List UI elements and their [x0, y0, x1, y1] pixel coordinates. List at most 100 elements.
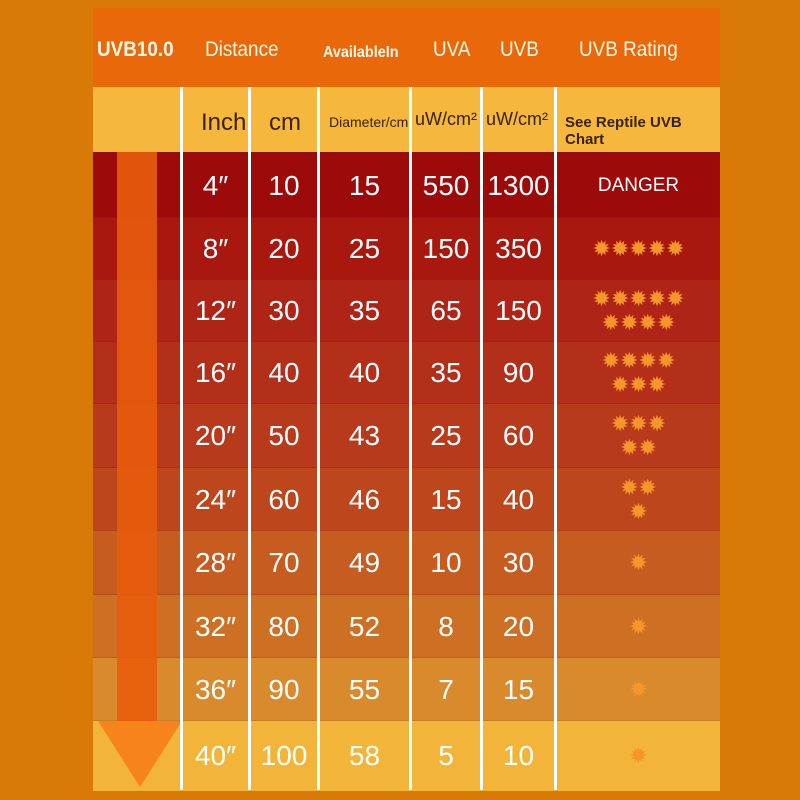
table-row: 36″ 90 55 7 15 ✹ — [93, 657, 720, 721]
divider — [317, 87, 320, 790]
available-header: AvailableIn — [323, 44, 399, 61]
uvb-cell: 10 — [502, 740, 535, 771]
diameter-cell: 43 — [348, 420, 381, 451]
diameter-cell: 49 — [348, 547, 381, 578]
cm-cell: 10 — [268, 169, 300, 201]
sun-star-icon: ✹ — [601, 348, 621, 373]
rating-cell: ✹ — [557, 658, 720, 721]
diameter-cell: 46 — [348, 483, 381, 515]
sun-star-icon: ✹ — [629, 743, 648, 768]
inch-cell: 4″ — [202, 169, 229, 201]
star-rating: ✹✹✹✹✹ — [611, 412, 666, 460]
sun-star-icon: ✹ — [647, 372, 667, 397]
rating-cell: ✹✹✹✹ ✹✹✹ — [557, 342, 720, 404]
uvb-cell: 90 — [502, 357, 535, 388]
sun-star-icon: ✹ — [592, 236, 611, 261]
sun-star-icon: ✹ — [629, 411, 648, 436]
sun-star-icon: ✹ — [629, 613, 648, 639]
sun-star-icon: ✹ — [629, 550, 648, 575]
rating-cell: ✹✹ ✹ — [557, 468, 720, 531]
brand-label: UVB10.0 — [97, 38, 174, 61]
star-rating: ✹✹✹✹ ✹✹✹ — [602, 349, 676, 397]
sun-star-icon: ✹ — [647, 236, 667, 261]
uvb-cell: 15 — [502, 673, 535, 705]
sun-star-icon: ✹ — [610, 372, 630, 397]
cm-cell: 40 — [268, 357, 300, 388]
sun-star-icon: ✹ — [610, 286, 630, 311]
sun-star-icon: ✹ — [629, 286, 648, 311]
star-rating: ✹ — [629, 744, 647, 768]
sun-star-icon: ✹ — [620, 474, 639, 500]
uvb-cell: 60 — [502, 420, 535, 451]
rating-cell: ✹✹✹✹✹ — [557, 218, 720, 280]
sun-star-icon: ✹ — [638, 474, 657, 500]
diameter-cell: 52 — [348, 610, 381, 642]
header-row: UVB10.0 Distance AvailableIn UVA UVB UVB… — [93, 8, 720, 87]
uva-cell: 550 — [422, 169, 470, 201]
inch-unit: Inch — [201, 109, 247, 136]
cm-cell: 80 — [268, 610, 300, 642]
sun-star-icon: ✹ — [629, 498, 648, 524]
sun-star-icon: ✹ — [666, 286, 685, 311]
cm-cell: 50 — [268, 420, 300, 451]
sun-star-icon: ✹ — [601, 310, 621, 335]
cm-cell: 60 — [268, 483, 300, 515]
inch-cell: 28″ — [194, 547, 237, 578]
table-row: 28″ 70 49 10 30 ✹ — [93, 530, 720, 595]
table-row: 40″ 100 58 5 10 ✹ — [93, 720, 720, 791]
sun-star-icon: ✹ — [620, 348, 639, 373]
sun-star-icon: ✹ — [620, 435, 639, 460]
sun-star-icon: ✹ — [656, 348, 676, 373]
uvb-cell: 30 — [502, 547, 535, 578]
star-rating: ✹ — [629, 677, 647, 702]
star-rating: ✹ — [629, 551, 647, 575]
table-row: 20″ 50 43 25 60 ✹✹✹ ✹✹ — [93, 403, 720, 468]
star-rating: ✹✹ ✹ — [620, 474, 657, 524]
uva-cell: 8 — [438, 610, 454, 642]
uvb-cell: 20 — [502, 610, 535, 642]
sun-star-icon: ✹ — [592, 286, 611, 311]
inch-cell: 12″ — [194, 295, 237, 326]
divider — [480, 87, 483, 790]
star-rating: ✹✹✹✹✹ ✹✹✹✹ — [592, 287, 684, 335]
sun-star-icon: ✹ — [638, 348, 657, 373]
table-row: 24″ 60 46 15 40 ✹✹ ✹ — [93, 467, 720, 531]
diameter-cell: 15 — [348, 169, 381, 201]
rating-cell: ✹ — [557, 595, 720, 658]
inch-cell: 40″ — [194, 740, 237, 771]
table-row: 8″ 20 25 150 350 ✹✹✹✹✹ — [93, 217, 720, 280]
uva-cell: 150 — [422, 233, 470, 264]
rating-cell: ✹ — [557, 721, 720, 791]
inch-cell: 20″ — [194, 420, 237, 451]
sun-star-icon: ✹ — [656, 310, 676, 335]
cm-cell: 20 — [268, 233, 300, 264]
rating-header: UVB Rating — [579, 38, 678, 61]
inch-cell: 16″ — [194, 357, 237, 388]
down-arrow-icon — [117, 152, 157, 722]
uva-cell: 5 — [438, 740, 454, 771]
uva-unit: uW/cm² — [415, 109, 477, 129]
divider — [554, 87, 557, 790]
diameter-cell: 25 — [348, 233, 381, 264]
sun-star-icon: ✹ — [638, 310, 657, 335]
uva-cell: 15 — [430, 483, 462, 515]
danger-label: DANGER — [597, 174, 680, 196]
sun-star-icon: ✹ — [610, 236, 630, 261]
sun-star-icon: ✹ — [629, 236, 648, 261]
cm-cell: 70 — [268, 547, 300, 578]
divider — [248, 87, 251, 790]
sun-star-icon: ✹ — [647, 286, 667, 311]
table-row: 12″ 30 35 65 150 ✹✹✹✹✹ ✹✹✹✹ — [93, 279, 720, 342]
inch-cell: 8″ — [202, 233, 229, 264]
sun-star-icon: ✹ — [629, 372, 648, 397]
cm-cell: 30 — [268, 295, 300, 326]
sun-star-icon: ✹ — [620, 310, 639, 335]
cm-cell: 100 — [260, 740, 308, 771]
uva-header: UVA — [433, 38, 471, 61]
uva-cell: 65 — [430, 295, 462, 326]
diameter-cell: 58 — [348, 740, 381, 771]
star-rating: ✹ — [629, 613, 648, 639]
rating-cell: ✹✹✹✹✹ ✹✹✹✹ — [557, 280, 720, 342]
uvb-table: UVB10.0 Distance AvailableIn UVA UVB UVB… — [93, 8, 720, 791]
uva-cell: 10 — [430, 547, 462, 578]
